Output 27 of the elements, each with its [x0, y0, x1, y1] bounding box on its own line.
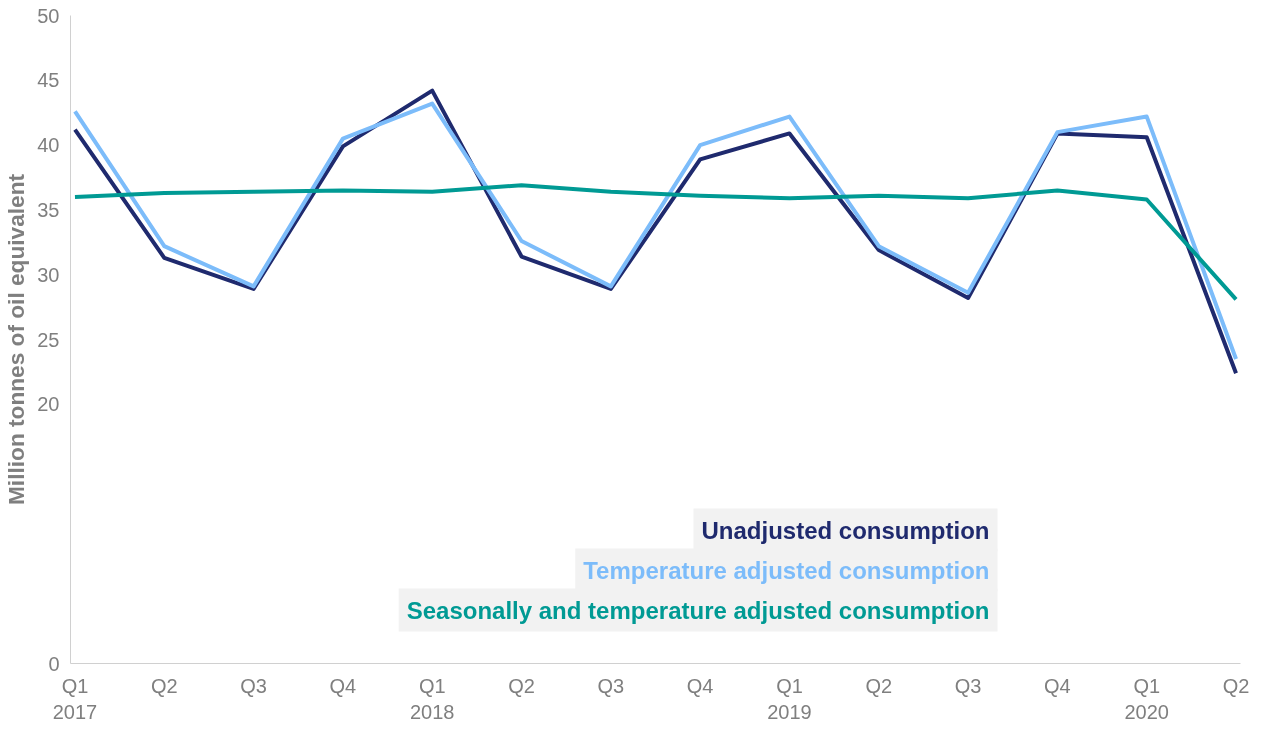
y-tick-label: 25	[37, 328, 60, 351]
y-tick-label: 20	[37, 393, 60, 416]
y-axis-title: Million tonnes of oil equivalent	[3, 173, 30, 506]
x-tick-label: Q1 2020	[1124, 674, 1169, 723]
text: Seasonally and temperature adjusted consumption	[406, 596, 990, 624]
text: Temperature adjusted consumption	[583, 556, 990, 584]
x-tick-label: Q2	[508, 674, 535, 697]
y-tick-label: 40	[37, 134, 60, 157]
y-tick-label: 50	[37, 4, 60, 27]
line-series	[72, 183, 1239, 302]
x-tick-label: Q2	[1222, 674, 1250, 697]
y-tick-label: 45	[37, 69, 60, 92]
text: Unadjusted consumption	[701, 516, 990, 544]
x-tick-label: Q1 2017	[52, 674, 98, 723]
x-tick-label: Q4	[1044, 674, 1071, 697]
y-tick-label: 35	[37, 198, 60, 221]
x-tick-label: Q2	[865, 674, 893, 697]
y-tick-label: 0	[48, 652, 60, 675]
x-tick-label: Q4	[329, 674, 357, 697]
x-tick-label: Q3	[954, 674, 982, 697]
x-tick-label: Q3	[597, 674, 625, 697]
x-tick-label: Q4	[686, 674, 714, 697]
x-tick-label: Q1 2018	[409, 674, 455, 723]
x-tick-label: Q2	[150, 674, 178, 697]
y-tick-label: 30	[37, 263, 60, 286]
x-tick-label: Q1 2019	[767, 674, 812, 723]
x-tick-label: Q3	[240, 674, 267, 697]
